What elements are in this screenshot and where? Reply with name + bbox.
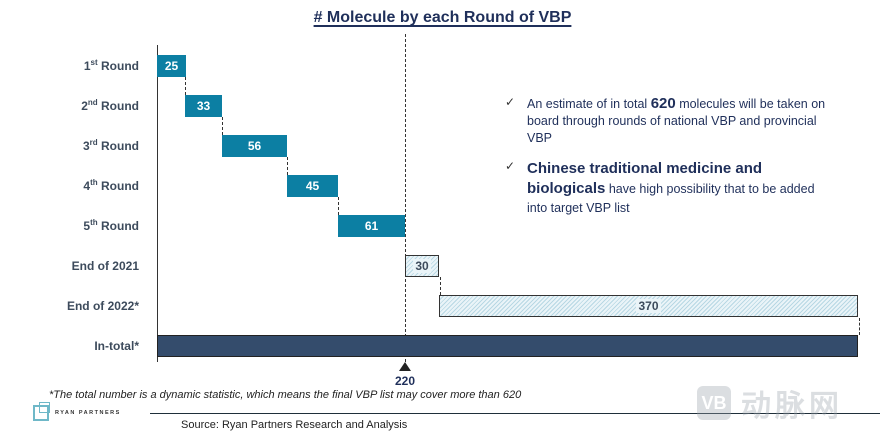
connector <box>185 77 186 95</box>
company-logo: RYAN PARTNERS <box>33 402 121 421</box>
row-label-round-3: 3rd Round <box>82 138 139 154</box>
bar-round-2: 33 <box>185 95 222 117</box>
footnote: *The total number is a dynamic statistic… <box>49 389 522 401</box>
row-label-round-1: 1st Round <box>83 58 139 74</box>
row-label-end-2021: End of 2021 <box>71 259 139 273</box>
row-label-round-2: 2nd Round <box>81 98 139 114</box>
bar-round-5: 61 <box>338 215 405 237</box>
row-label-round-5: 5th Round <box>83 218 139 234</box>
row-label-end-2022: End of 2022* <box>66 299 139 313</box>
y-axis-line <box>157 45 158 362</box>
triangle-marker-icon <box>399 362 411 371</box>
check-icon: ✓ <box>505 159 516 173</box>
bar-end-2022: 370 <box>439 295 858 317</box>
bar-end-2021: 30 <box>405 255 439 277</box>
bar-round-4: 45 <box>287 175 338 197</box>
row-label-round-4: 4th Round <box>83 178 139 194</box>
footer-divider <box>150 413 880 414</box>
chart-title: # Molecule by each Round of VBP <box>313 9 572 26</box>
bar-in-total <box>157 335 858 357</box>
connector <box>222 117 223 135</box>
watermark: VB 动脉网 <box>697 381 843 425</box>
connector <box>287 157 288 175</box>
source-note: Source: Ryan Partners Research and Analy… <box>181 419 408 431</box>
check-icon: ✓ <box>505 95 516 109</box>
row-label-in-total: In-total* <box>94 339 139 353</box>
reference-line-220 <box>405 34 406 362</box>
bullet-item: ✓ An estimate of in total 620 molecules … <box>505 95 826 145</box>
bar-round-1: 25 <box>157 55 186 77</box>
connector <box>440 277 441 295</box>
bullet-list: ✓ An estimate of in total 620 molecules … <box>505 95 835 230</box>
bullet-item: ✓ Chinese traditional medicine and biolo… <box>505 159 835 218</box>
connector <box>859 318 860 335</box>
watermark-logo-icon: VB <box>697 386 731 420</box>
bar-round-3: 56 <box>222 135 287 157</box>
logo-mark-icon <box>33 402 50 421</box>
connector <box>338 197 339 215</box>
marker-label: 220 <box>394 374 416 388</box>
